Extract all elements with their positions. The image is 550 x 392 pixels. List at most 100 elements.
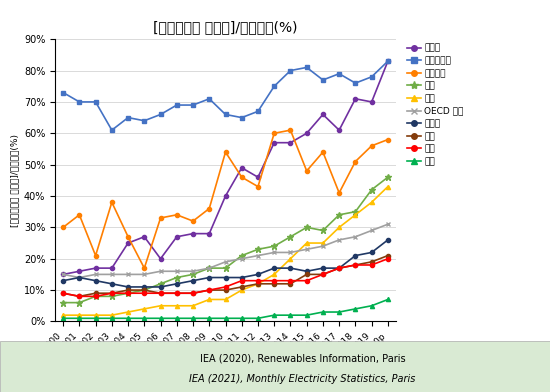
Title: [재생에너지 발전량]/총발전량(%): [재생에너지 발전량]/총발전량(%) — [153, 20, 298, 34]
Line: 프랑스: 프랑스 — [61, 238, 390, 289]
프랑스 — [239, 275, 245, 280]
OECD 평균 — [287, 250, 294, 255]
OECD 평균 — [76, 275, 82, 280]
영국 — [271, 272, 278, 277]
미국 — [352, 263, 359, 267]
일본 — [336, 266, 343, 270]
프랑스 — [125, 285, 131, 289]
미국 — [239, 278, 245, 283]
독일 — [239, 253, 245, 258]
덴마크 — [125, 241, 131, 245]
독일 — [320, 228, 326, 233]
미국 — [368, 263, 375, 267]
덴마크 — [320, 112, 326, 117]
오스트리아 — [336, 71, 343, 76]
일본 — [125, 288, 131, 292]
오스트리아 — [190, 103, 196, 107]
한국 — [206, 316, 212, 321]
미국 — [255, 278, 261, 283]
프랑스 — [271, 266, 278, 270]
독일 — [157, 281, 164, 286]
프랑스 — [287, 266, 294, 270]
덴마크 — [108, 266, 115, 270]
미국 — [384, 256, 391, 261]
독일 — [222, 266, 229, 270]
프랑스 — [368, 250, 375, 255]
포르투갈 — [336, 191, 343, 195]
포르투갈 — [287, 128, 294, 132]
덴마크 — [157, 256, 164, 261]
OECD 평균 — [157, 269, 164, 274]
일본 — [60, 291, 67, 296]
일본 — [239, 285, 245, 289]
OECD 평균 — [368, 228, 375, 233]
Line: 한국: 한국 — [61, 298, 390, 320]
오스트리아 — [368, 74, 375, 79]
영국 — [384, 184, 391, 189]
일본 — [141, 288, 147, 292]
덴마크 — [173, 234, 180, 239]
OECD 평균 — [206, 266, 212, 270]
오스트리아 — [206, 96, 212, 101]
OECD 평균 — [336, 238, 343, 242]
포르투갈 — [222, 150, 229, 154]
미국 — [271, 278, 278, 283]
포르투갈 — [190, 219, 196, 223]
한국 — [352, 307, 359, 311]
오스트리아 — [60, 90, 67, 95]
한국 — [108, 316, 115, 321]
OECD 평균 — [255, 253, 261, 258]
독일 — [190, 272, 196, 277]
OECD 평균 — [384, 222, 391, 227]
포르투갈 — [384, 137, 391, 142]
오스트리아 — [157, 112, 164, 117]
일본 — [320, 272, 326, 277]
포르투갈 — [368, 143, 375, 148]
포르투갈 — [304, 169, 310, 173]
한국 — [239, 316, 245, 321]
한국 — [125, 316, 131, 321]
영국 — [60, 313, 67, 318]
미국 — [336, 266, 343, 270]
영국 — [108, 313, 115, 318]
프랑스 — [384, 238, 391, 242]
프랑스 — [108, 281, 115, 286]
독일 — [255, 247, 261, 252]
영국 — [76, 313, 82, 318]
Line: 미국: 미국 — [61, 257, 390, 298]
덴마크 — [368, 100, 375, 104]
Text: IEA (2021), Monthly Electricity Statistics, Paris: IEA (2021), Monthly Electricity Statisti… — [189, 374, 416, 384]
FancyBboxPatch shape — [0, 341, 550, 392]
한국 — [76, 316, 82, 321]
독일 — [173, 275, 180, 280]
포르투갈 — [239, 175, 245, 180]
프랑스 — [60, 278, 67, 283]
Legend: 덴마크, 오스트리아, 포르투갈, 독일, 영국, OECD 평균, 프랑스, 일본, 미국, 한국: 덴마크, 오스트리아, 포르투갈, 독일, 영국, OECD 평균, 프랑스, … — [408, 44, 464, 166]
영국 — [222, 297, 229, 302]
영국 — [255, 281, 261, 286]
프랑스 — [206, 275, 212, 280]
미국 — [157, 291, 164, 296]
프랑스 — [320, 266, 326, 270]
영국 — [157, 303, 164, 308]
OECD 평균 — [125, 272, 131, 277]
포르투갈 — [255, 184, 261, 189]
오스트리아 — [108, 128, 115, 132]
프랑스 — [255, 272, 261, 277]
한국 — [255, 316, 261, 321]
일본 — [76, 294, 82, 299]
미국 — [304, 278, 310, 283]
포르투갈 — [271, 131, 278, 136]
오스트리아 — [239, 115, 245, 120]
한국 — [60, 316, 67, 321]
일본 — [304, 272, 310, 277]
Line: 포르투갈: 포르투갈 — [61, 128, 390, 270]
한국 — [368, 303, 375, 308]
오스트리아 — [125, 115, 131, 120]
일본 — [108, 291, 115, 296]
OECD 평균 — [92, 272, 99, 277]
오스트리아 — [384, 59, 391, 64]
일본 — [173, 291, 180, 296]
미국 — [287, 278, 294, 283]
일본 — [206, 288, 212, 292]
